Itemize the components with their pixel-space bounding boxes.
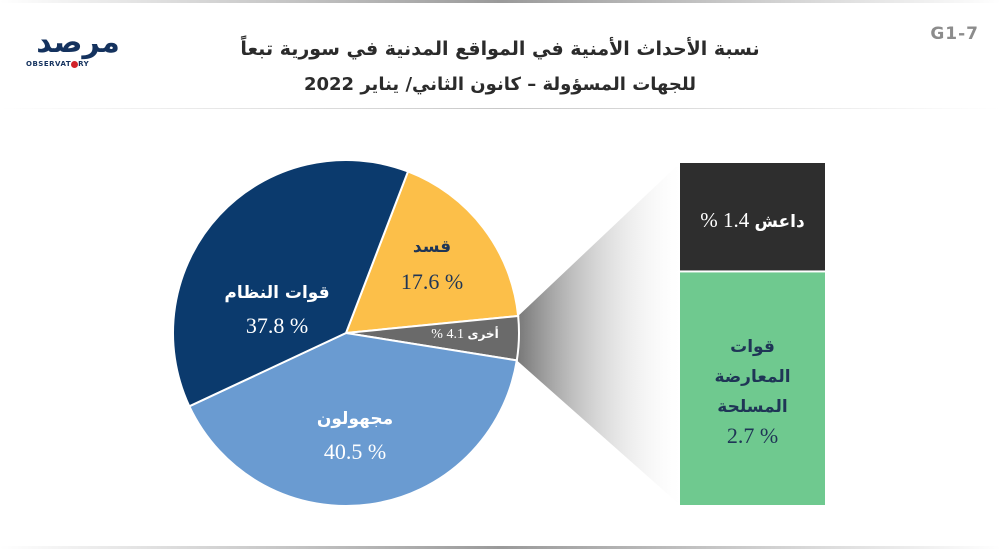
label-unknown-value: % 40.5 (324, 439, 386, 464)
bottom-rule (0, 546, 1001, 549)
label-others-value: % 4.1 (431, 327, 467, 342)
logo-mark: مرصد (36, 25, 120, 60)
label-others: % 4.1 أخرى (431, 326, 498, 342)
label-sdf-name: قسد (413, 237, 451, 257)
pie-labels: قسد % 17.6 قوات النظام % 37.8 مجهولون % 40.5%… (224, 237, 498, 464)
label-unknown-name: مجهولون (317, 409, 393, 429)
logo-dot-icon (71, 60, 79, 68)
label-isis-name: داعش (755, 212, 805, 232)
label-opposition-line-2: المعارضة (714, 367, 790, 387)
header-rule (0, 108, 1001, 109)
logo-sub-right: RY (78, 60, 90, 68)
others-connector (516, 163, 680, 505)
label-opposition-line-1: قوات (730, 337, 775, 357)
top-rule (0, 0, 1001, 3)
logo-sub-left: OBSERVAT (26, 60, 72, 68)
chart-title-line-2: للجهات المسؤولة – كانون الثاني/ يناير 20… (303, 74, 696, 95)
bar-segment-opposition (680, 272, 825, 505)
pie-slice-regime (172, 159, 410, 408)
label-sdf-value: % 17.6 (401, 269, 463, 294)
chart-title-line-1: نسبة الأحداث الأمنية في المواقع المدنية … (240, 38, 760, 60)
label-regime-name: قوات النظام (224, 283, 329, 303)
pie-slice-sdf (344, 170, 520, 335)
others-breakdown-bar: % 1.4 داعش قوات المعارضة المسلحة % 2.7 (680, 163, 825, 505)
label-opposition-line-3: المسلحة (717, 397, 787, 417)
label-others-name: أخرى (467, 326, 498, 341)
logo-subtitle: OBSERVAT RY (26, 60, 130, 68)
label-regime-value: % 37.8 (246, 313, 308, 338)
observatory-logo: مرصد OBSERVAT RY (26, 26, 130, 76)
label-isis: % 1.4 داعش (700, 208, 805, 232)
pie-slices (172, 159, 520, 507)
label-isis-value: % 1.4 (700, 208, 754, 232)
label-opposition-value: % 2.7 (727, 423, 778, 448)
pie-slice-unknown (187, 331, 518, 507)
figure-code: G1-7 (930, 24, 979, 44)
bar-segment-isis (680, 163, 825, 271)
